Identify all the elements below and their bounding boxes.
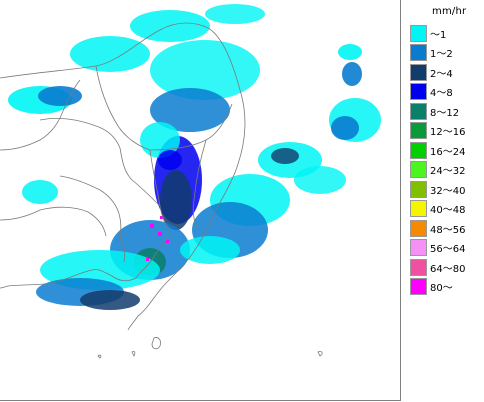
- precip-cell: [338, 44, 362, 60]
- legend-row: 4～8: [410, 83, 453, 101]
- legend-range-label: 40～48: [430, 205, 466, 216]
- boundary-a: [95, 65, 151, 151]
- boundary-g: [149, 149, 161, 207]
- legend-swatch: [410, 180, 427, 198]
- legend-range-label: 48～56: [430, 224, 466, 236]
- legend-row: 40～48: [410, 200, 465, 218]
- legend-row: 80～: [410, 278, 453, 296]
- legend-swatch: [410, 83, 427, 100]
- coastline-izu: [0, 269, 137, 289]
- precip-cell: [80, 290, 140, 310]
- legend-row: 56～64: [410, 239, 465, 257]
- legend-range-label: 4～8: [430, 88, 453, 99]
- legend-range-label: 2～4: [430, 68, 453, 80]
- legend-swatch: [410, 24, 427, 42]
- legend-swatch: [410, 258, 427, 276]
- precip-cell: [294, 166, 346, 194]
- legend-swatch: [410, 239, 427, 256]
- coastline-north: [0, 22, 246, 223]
- precip-cell-heavy: [146, 258, 149, 261]
- coastline-and-prefecture-boundaries: [0, 22, 323, 359]
- legend-swatch: [410, 63, 427, 81]
- legend-range-label: 32～40: [430, 185, 466, 197]
- island-small-3: [317, 351, 323, 357]
- legend-range-label: 24～32: [430, 166, 466, 177]
- legend-row: 48～56: [410, 219, 465, 237]
- legend-swatch: [410, 122, 427, 139]
- legend-swatch: [410, 161, 427, 178]
- precip-cell: [38, 86, 82, 106]
- boundary-c: [39, 118, 121, 149]
- precip-cell-heavy: [166, 240, 169, 243]
- boundary-d: [119, 147, 161, 207]
- boundary-k: [0, 209, 41, 221]
- legend-swatch: [410, 200, 427, 217]
- precip-cell: [150, 40, 260, 100]
- legend-swatch: [410, 219, 427, 237]
- coastline-miura: [119, 237, 126, 263]
- precipitation-layer: [8, 4, 381, 310]
- precip-cell: [180, 236, 240, 264]
- legend-row: 1～2: [410, 44, 453, 62]
- legend-range-label: 1～2: [430, 49, 453, 60]
- legend-range-label: 56～64: [430, 244, 466, 255]
- legend-swatch: [410, 102, 427, 120]
- rain-intensity-legend: mm/hr ～1 1～2 2～4 4～8 8～12 12～16 16～24 24～32 32～4…: [402, 0, 484, 402]
- precip-cell: [205, 4, 265, 24]
- legend-row: 32～40: [410, 180, 465, 198]
- legend-swatch: [410, 278, 427, 295]
- legend-row: 24～32: [410, 161, 465, 179]
- legend-swatch: [410, 141, 427, 159]
- legend-row: 8～12: [410, 102, 459, 120]
- precip-cell: [158, 150, 182, 170]
- boundary-f: [39, 206, 107, 237]
- legend-unit-label: mm/hr: [432, 6, 467, 17]
- precip-cell-heavy: [160, 216, 163, 219]
- boundary-i: [0, 117, 61, 151]
- coastline-boso: [127, 221, 211, 331]
- precip-cell: [271, 148, 299, 164]
- precip-cell-heavy: [158, 232, 162, 236]
- precip-cell: [160, 170, 192, 230]
- legend-range-label: ～1: [430, 29, 447, 41]
- island-small-1: [131, 350, 136, 357]
- legend-range-label: 8～12: [430, 107, 460, 119]
- legend-range-label: 80～: [430, 283, 453, 294]
- radar-map-svg: [0, 4, 381, 359]
- boundary-e: [59, 175, 122, 239]
- legend-row: 16～24: [410, 141, 465, 159]
- precip-cell: [22, 180, 58, 204]
- legend-row: 12～16: [410, 122, 465, 140]
- legend-range-label: 12～16: [430, 127, 466, 138]
- legend-range-label: 64～80: [430, 263, 466, 275]
- precip-cell: [331, 116, 359, 140]
- legend-row: ～1: [410, 24, 446, 42]
- boundary-h: [192, 139, 207, 231]
- legend-row: 2～4: [410, 63, 453, 81]
- coastline-bay: [135, 205, 171, 279]
- legend-range-label: 16～24: [430, 146, 466, 158]
- boundary-j: [59, 79, 81, 119]
- precip-cell: [70, 36, 150, 72]
- radar-map: [0, 0, 401, 401]
- island-oshima: [151, 337, 161, 350]
- legend-row: 64～80: [410, 258, 465, 276]
- precip-cell: [150, 88, 230, 132]
- legend-swatch: [410, 44, 427, 61]
- precip-cell: [342, 62, 362, 86]
- island-small-2: [97, 354, 102, 359]
- precip-cell-heavy: [150, 224, 154, 228]
